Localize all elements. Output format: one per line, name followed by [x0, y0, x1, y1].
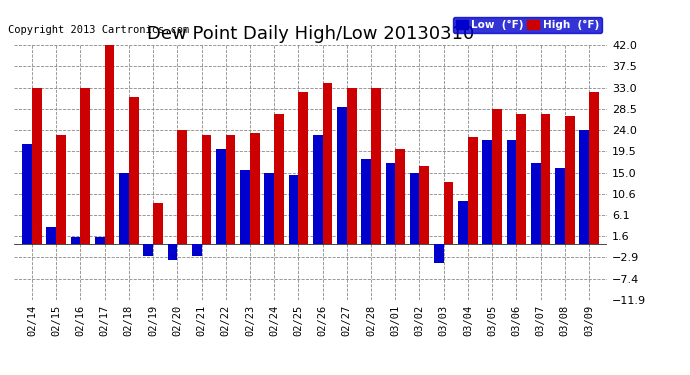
Bar	[420, 166, 429, 244]
Bar	[371, 88, 381, 244]
Bar	[250, 132, 259, 244]
Bar	[192, 244, 201, 255]
Bar	[168, 244, 177, 260]
Bar	[386, 163, 395, 244]
Bar	[22, 144, 32, 244]
Bar	[565, 116, 575, 244]
Bar	[482, 140, 492, 244]
Bar	[347, 88, 357, 244]
Bar	[153, 204, 163, 244]
Bar	[458, 201, 468, 244]
Title: Dew Point Daily High/Low 20130310: Dew Point Daily High/Low 20130310	[147, 26, 474, 44]
Bar	[362, 159, 371, 244]
Bar	[144, 244, 153, 255]
Bar	[288, 175, 298, 244]
Bar	[177, 130, 187, 244]
Bar	[468, 137, 477, 244]
Bar	[395, 149, 405, 244]
Bar	[492, 109, 502, 244]
Bar	[216, 149, 226, 244]
Legend: Low  (°F), High  (°F): Low (°F), High (°F)	[453, 17, 602, 33]
Bar	[105, 45, 115, 244]
Bar	[540, 114, 551, 244]
Bar	[516, 114, 526, 244]
Bar	[274, 114, 284, 244]
Bar	[434, 244, 444, 262]
Bar	[119, 173, 129, 244]
Bar	[32, 88, 41, 244]
Bar	[506, 140, 516, 244]
Bar	[226, 135, 235, 244]
Bar	[201, 135, 211, 244]
Bar	[555, 168, 565, 244]
Bar	[264, 173, 274, 244]
Bar	[46, 227, 56, 244]
Bar	[410, 173, 420, 244]
Bar	[589, 92, 599, 244]
Bar	[240, 170, 250, 244]
Bar	[129, 97, 139, 244]
Bar	[70, 237, 81, 244]
Bar	[298, 92, 308, 244]
Bar	[313, 135, 323, 244]
Bar	[323, 83, 333, 244]
Bar	[95, 237, 105, 244]
Text: Copyright 2013 Cartronics.com: Copyright 2013 Cartronics.com	[8, 25, 189, 35]
Bar	[531, 163, 540, 244]
Bar	[337, 106, 347, 244]
Bar	[56, 135, 66, 244]
Bar	[580, 130, 589, 244]
Bar	[81, 88, 90, 244]
Bar	[444, 182, 453, 244]
